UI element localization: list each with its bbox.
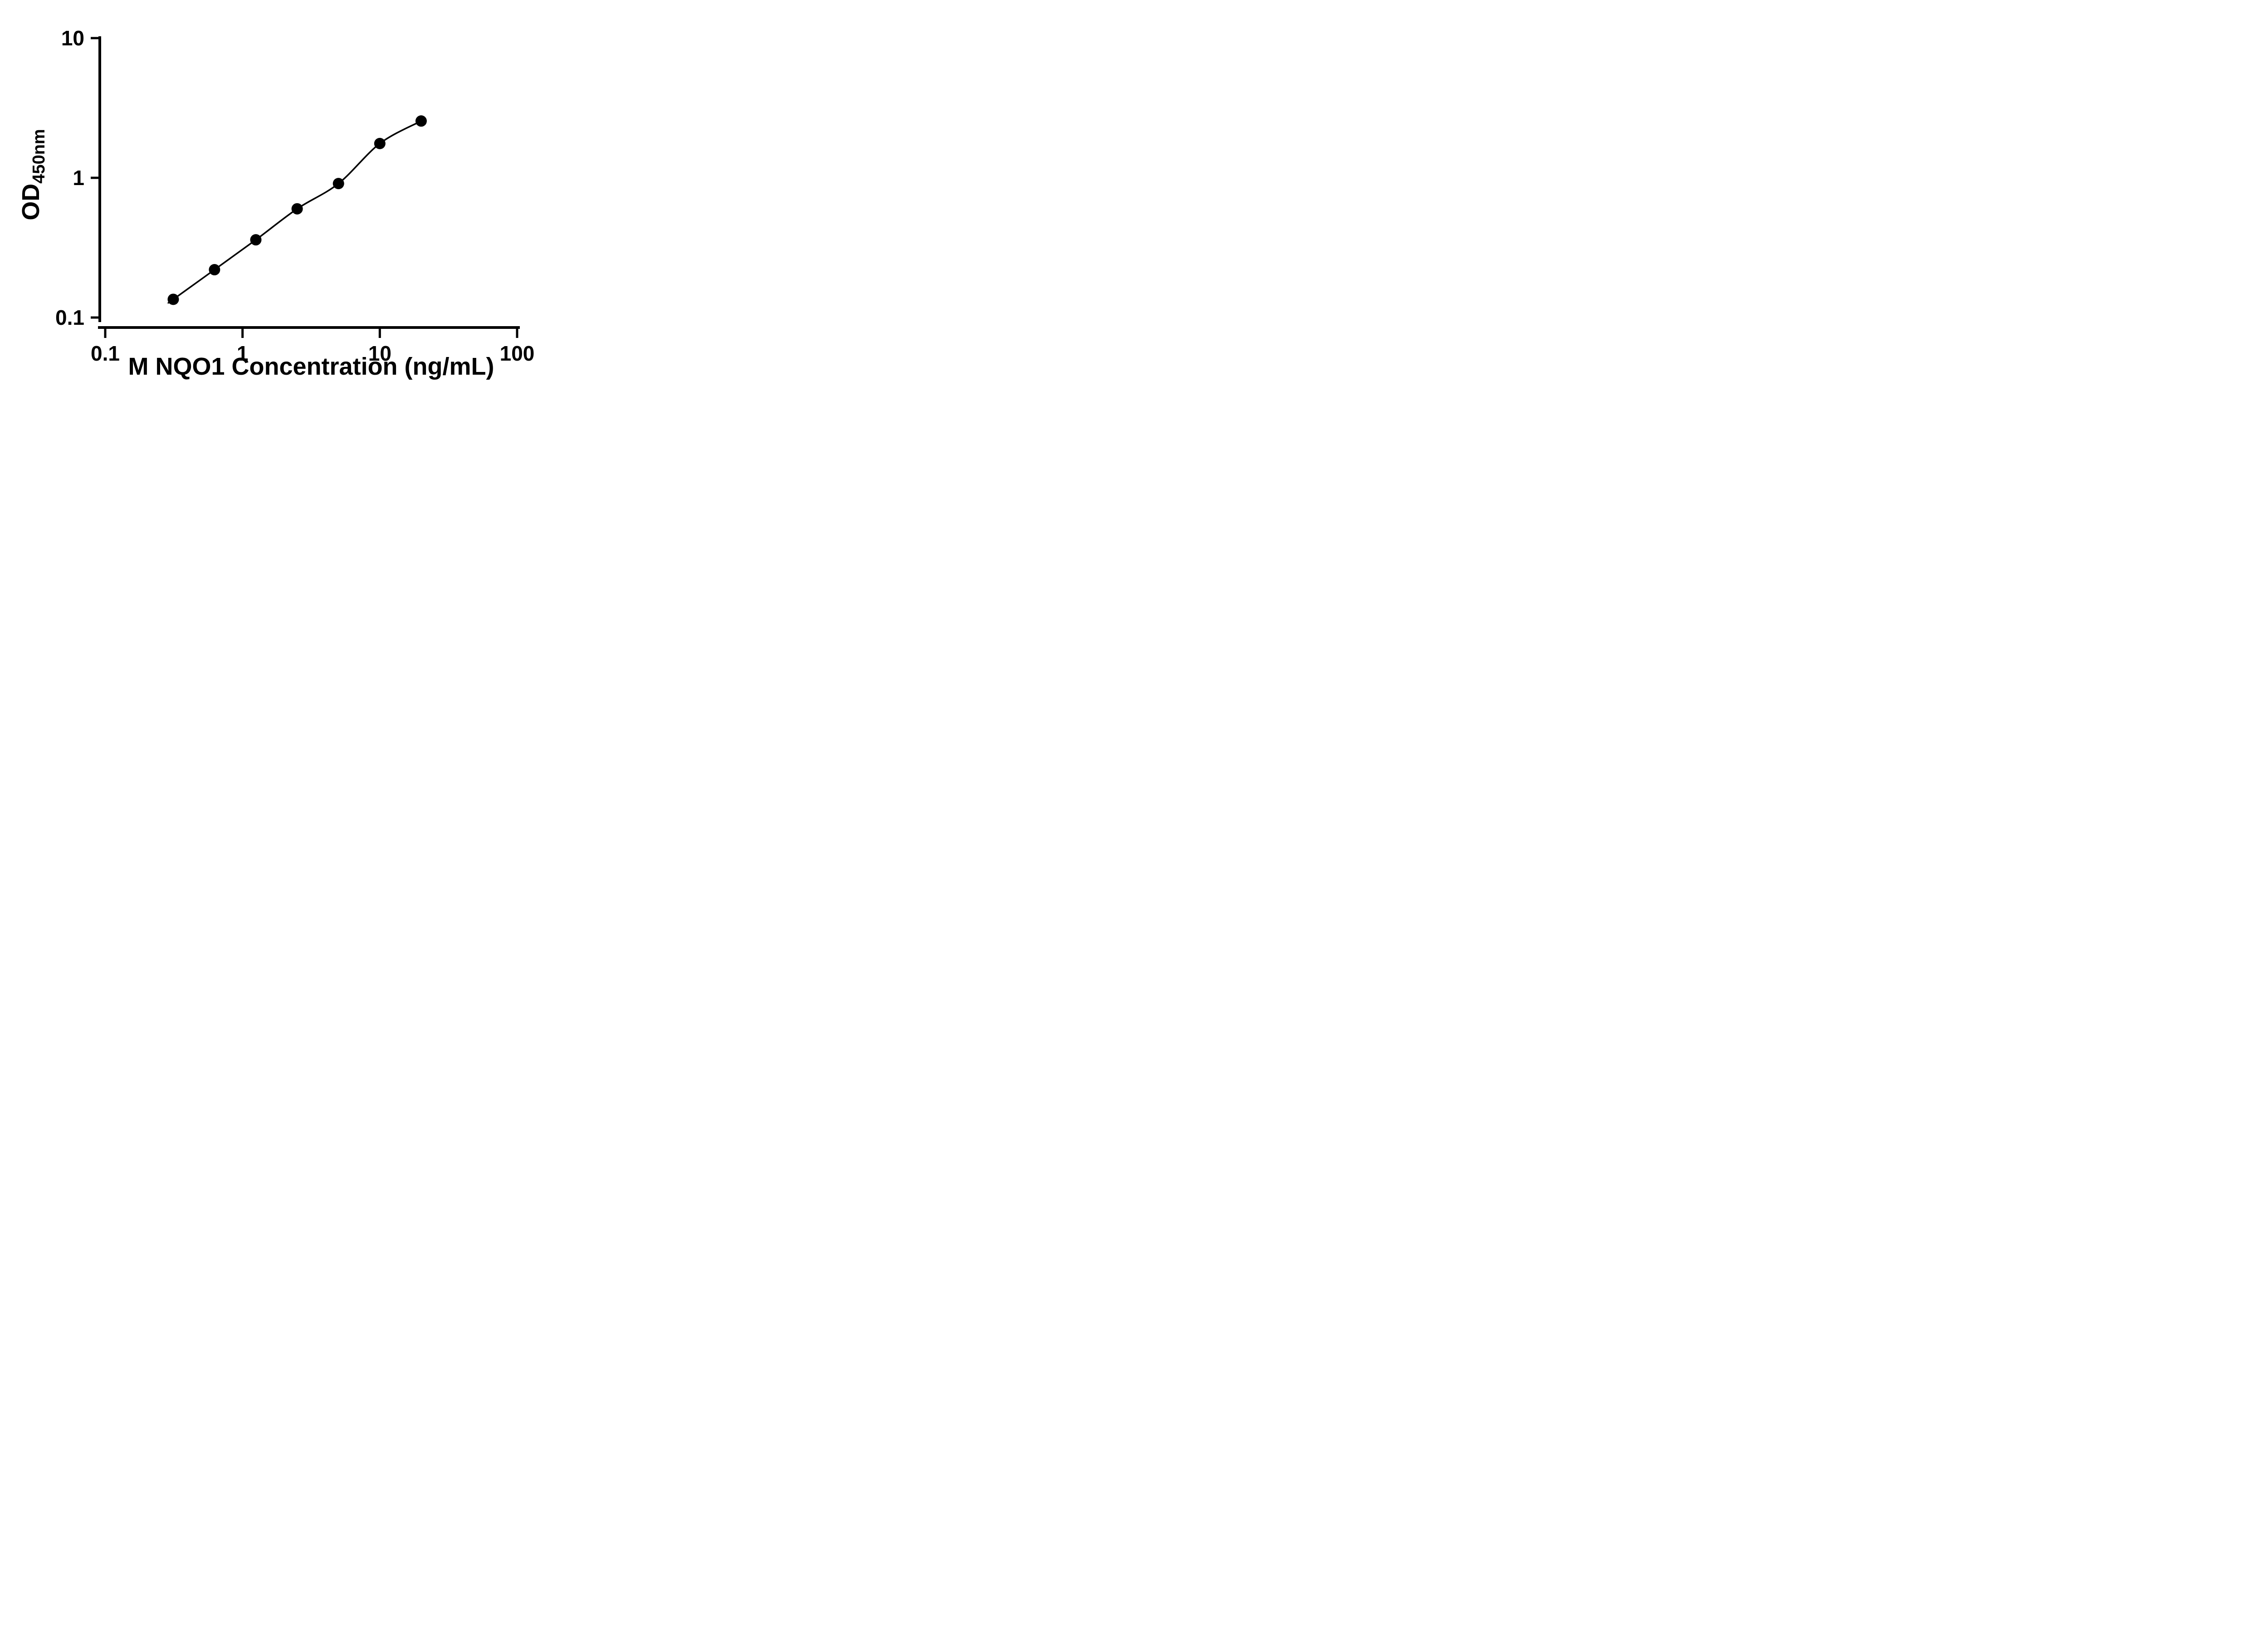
data-point [374, 137, 386, 149]
chart-canvas: 0.1 1 10 0.1 1 10 100 M NQO1 Concentration (ng… [17, 26, 534, 380]
x-tick-label: 100 [500, 342, 535, 365]
plot-area: 0.1 1 10 0.1 1 10 100 [55, 26, 534, 365]
y-axis-title-main: OD [17, 184, 44, 220]
x-tick-label: 0.1 [91, 342, 120, 365]
data-point [250, 234, 262, 246]
data-point [167, 293, 179, 305]
data-point [415, 115, 427, 127]
y-tick-label: 1 [73, 166, 84, 190]
y-tick-label: 0.1 [55, 306, 84, 329]
data-point [291, 203, 303, 215]
y-axis-title-subscript: 450nm [29, 129, 49, 183]
y-tick-label: 10 [61, 26, 84, 50]
data-point [332, 178, 344, 190]
standard-curve-figure: 0.1 1 10 0.1 1 10 100 M NQO1 Concentration (ng… [0, 0, 571, 408]
x-axis-title: M NQO1 Concentration (ng/mL) [128, 353, 494, 380]
y-axis-title: OD450nm [17, 129, 49, 220]
data-point [209, 264, 220, 276]
x-tick-label: 10 [368, 342, 391, 365]
x-tick-label: 1 [237, 342, 249, 365]
